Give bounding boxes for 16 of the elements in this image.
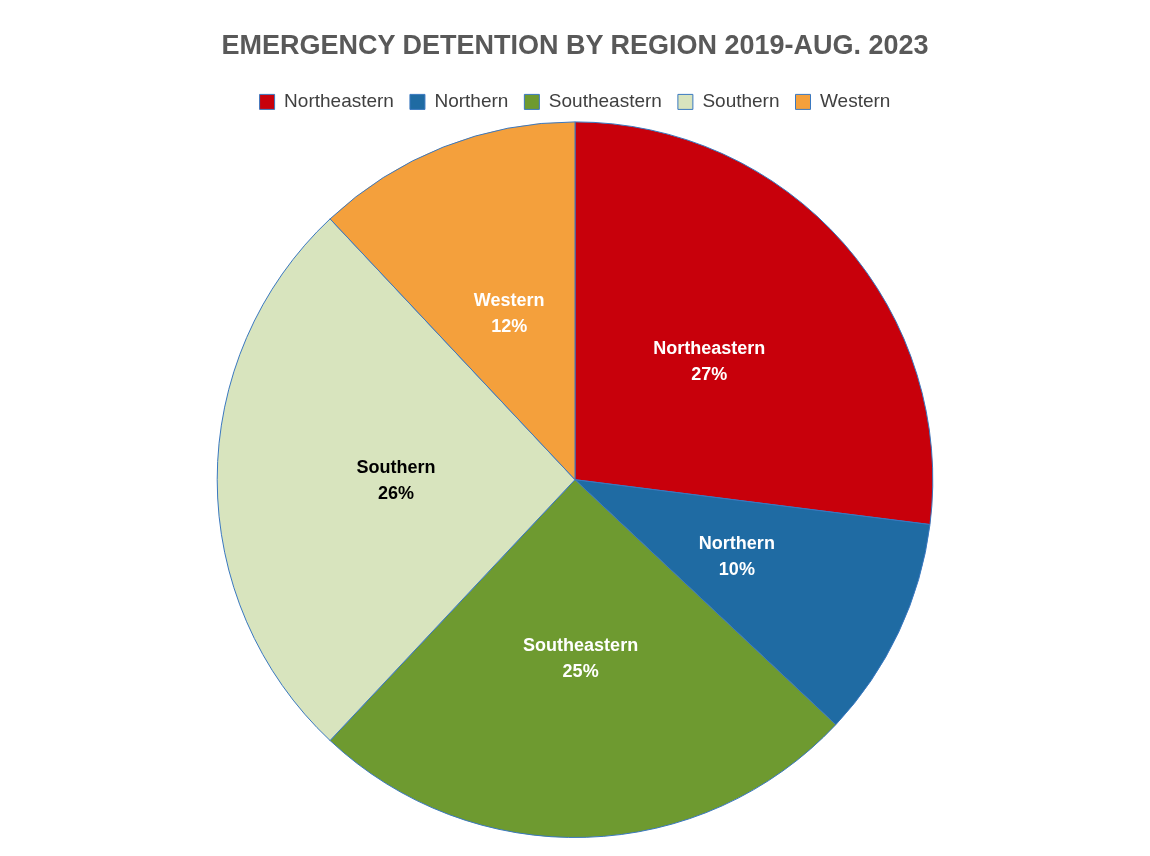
chart-title: EMERGENCY DETENTION BY REGION 2019-AUG. 2023	[221, 29, 929, 60]
legend-label: Southern	[702, 90, 780, 112]
slice-label: Southern	[356, 456, 436, 477]
slice-label: Southeastern	[523, 635, 639, 656]
slice-label: Northern	[698, 532, 775, 553]
data-label: 26%	[378, 482, 415, 503]
data-label: 12%	[491, 316, 528, 337]
slice-label: Northeastern	[653, 338, 766, 359]
legend-label: Western	[820, 90, 891, 112]
slice-label: Western	[473, 290, 545, 311]
legend-label: Northeastern	[284, 90, 394, 112]
data-label: 10%	[718, 558, 755, 579]
data-label: 27%	[691, 364, 728, 385]
legend-label: Southeastern	[548, 90, 662, 112]
legend-label: Northern	[434, 90, 509, 112]
data-label: 25%	[562, 661, 599, 682]
